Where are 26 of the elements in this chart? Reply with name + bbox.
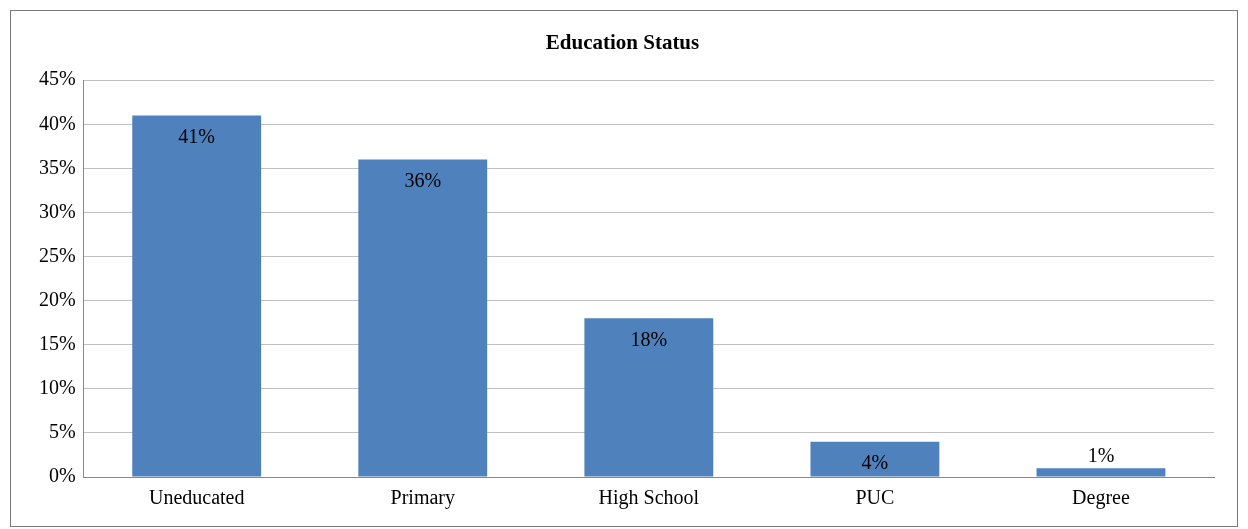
- data-label: 4%: [861, 450, 889, 473]
- y-tick-label: 10%: [38, 376, 76, 399]
- x-tick-label: Degree: [1072, 486, 1130, 510]
- y-tick-label: 30%: [38, 199, 76, 222]
- bar: [132, 115, 262, 477]
- y-tick-label: 35%: [38, 155, 76, 178]
- y-tick-label: 0%: [48, 464, 76, 487]
- chart-title: Education Status: [545, 30, 700, 55]
- bar: [358, 159, 488, 477]
- x-tick-label: Primary: [390, 486, 455, 510]
- bar: [584, 318, 714, 477]
- y-tick-label: 20%: [38, 287, 76, 310]
- y-tick-label: 25%: [38, 243, 76, 266]
- data-label: 36%: [404, 168, 442, 191]
- data-label: 41%: [178, 124, 216, 147]
- x-tick-label: Uneducated: [148, 486, 245, 509]
- x-tick-label: High School: [598, 486, 700, 510]
- x-tick-label: PUC: [855, 486, 895, 509]
- y-tick-label: 15%: [38, 331, 76, 354]
- data-label: 18%: [630, 327, 668, 350]
- bar: [1036, 468, 1166, 477]
- bar: [810, 441, 940, 477]
- y-tick-label: 40%: [38, 111, 76, 134]
- y-tick-label: 45%: [38, 67, 76, 90]
- data-label: 1%: [1087, 444, 1115, 467]
- y-tick-label: 5%: [48, 420, 76, 443]
